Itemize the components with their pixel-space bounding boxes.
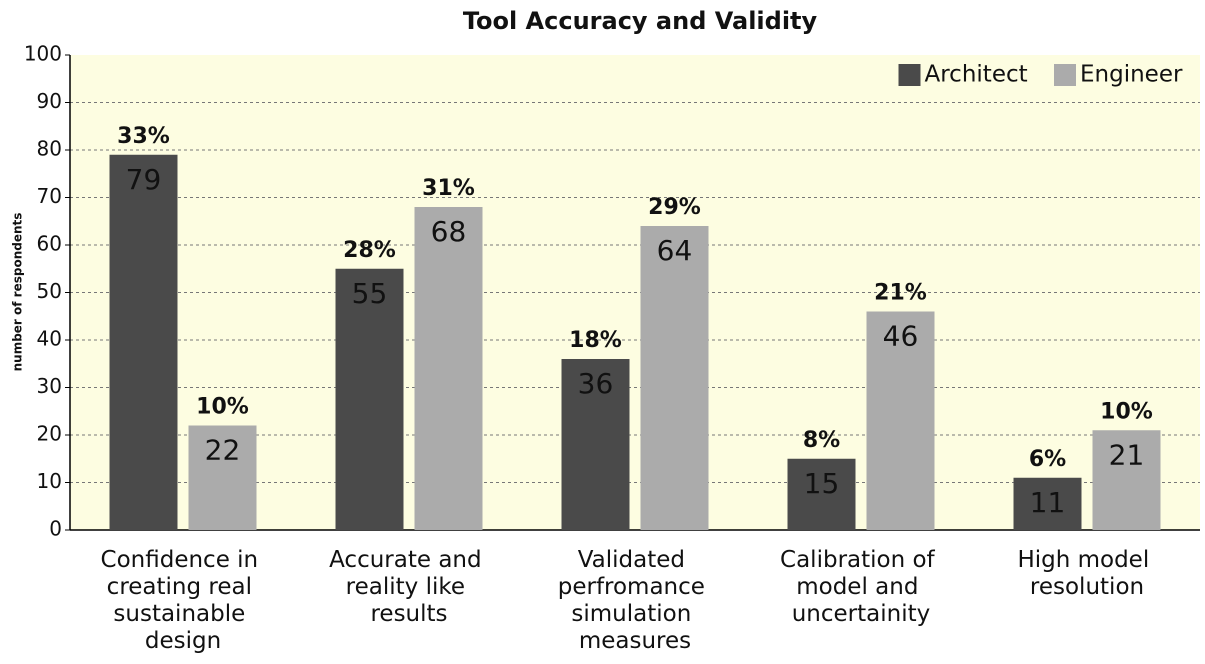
x-tick-label: Calibration of model and uncertainity [780, 547, 942, 627]
y-tick-label: 90 [37, 89, 62, 113]
bar [188, 425, 257, 530]
value-label: 21 [1109, 438, 1145, 471]
percent-label: 28% [343, 238, 396, 263]
bar [787, 458, 856, 530]
bar [1092, 430, 1161, 530]
y-tick-label: 80 [37, 137, 62, 161]
value-label: 68 [431, 215, 467, 248]
y-tick-label: 40 [37, 327, 62, 351]
y-tick-label: 70 [37, 184, 62, 208]
percent-label: 10% [196, 395, 249, 420]
legend-swatch [898, 64, 921, 86]
y-axis-label: number of respondents [11, 213, 25, 372]
value-label: 11 [1030, 486, 1066, 519]
bar [335, 268, 404, 530]
y-tick-label: 20 [37, 422, 62, 446]
y-tick-label: 0 [49, 517, 62, 541]
percent-label: 33% [117, 124, 170, 149]
y-tick-label: 10 [37, 469, 62, 493]
percent-label: 10% [1100, 399, 1153, 424]
percent-label: 18% [569, 328, 622, 353]
value-label: 64 [657, 234, 693, 267]
bar [414, 207, 483, 530]
x-tick-label: Confidence in creating real sustainable … [101, 547, 266, 654]
x-tick-label: Accurate and reality like results [329, 547, 489, 627]
bar [640, 226, 709, 530]
percent-label: 6% [1029, 447, 1066, 472]
bar [866, 311, 935, 530]
percent-label: 31% [422, 176, 475, 201]
x-tick-label: High model resolution [1017, 547, 1156, 600]
value-label: 22 [205, 434, 241, 467]
y-tick-label: 50 [37, 279, 62, 303]
value-label: 15 [804, 467, 840, 500]
legend-label: Engineer [1080, 62, 1183, 88]
percent-label: 21% [874, 281, 927, 306]
value-label: 79 [126, 163, 162, 196]
x-tick-label: Validated perfromance simulation measure… [558, 547, 713, 654]
legend-label: Architect [925, 62, 1028, 88]
bar [561, 359, 630, 530]
bar [109, 154, 178, 530]
value-label: 55 [352, 277, 388, 310]
y-tick-label: 100 [24, 42, 62, 66]
legend-swatch [1054, 64, 1076, 86]
y-tick-label: 60 [37, 232, 62, 256]
value-label: 46 [883, 320, 919, 353]
percent-label: 29% [648, 195, 701, 220]
chart-title: Tool Accuracy and Validity [463, 7, 818, 35]
percent-label: 8% [803, 428, 840, 453]
value-label: 36 [578, 367, 614, 400]
bar [1013, 477, 1082, 530]
y-tick-label: 30 [37, 374, 62, 398]
